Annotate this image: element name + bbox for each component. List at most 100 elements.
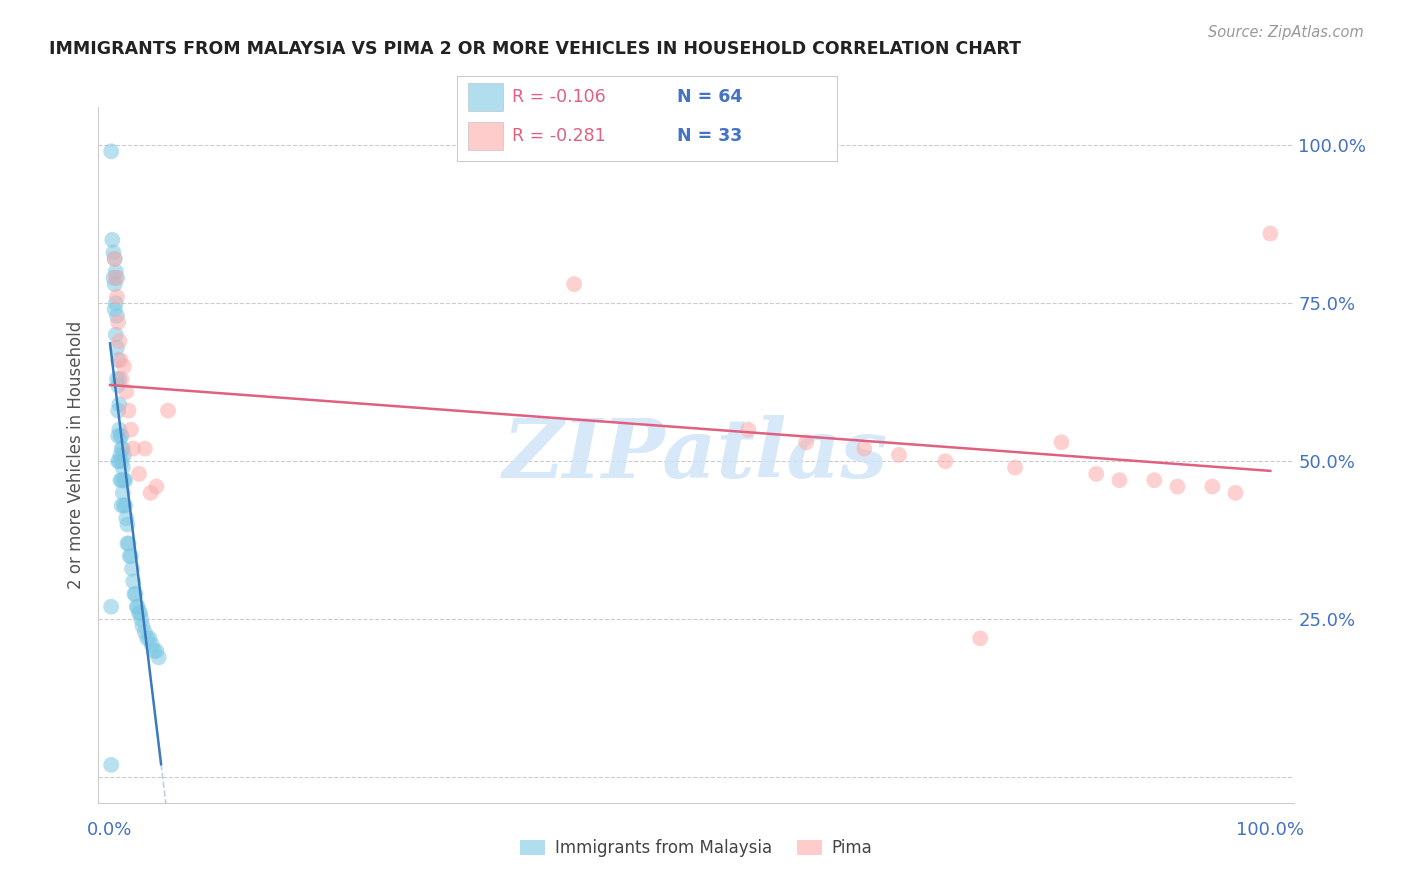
Point	[105, 270, 128, 285]
Point	[1108, 473, 1130, 487]
Text: R = -0.281: R = -0.281	[512, 128, 606, 145]
Point	[103, 245, 125, 260]
Point	[112, 359, 135, 374]
Point	[104, 277, 127, 292]
Point	[108, 454, 131, 468]
Point	[114, 473, 136, 487]
Point	[138, 632, 160, 646]
Point	[111, 442, 134, 456]
Point	[112, 448, 135, 462]
Point	[111, 429, 134, 443]
Point	[100, 757, 122, 772]
Point	[1085, 467, 1108, 481]
Point	[141, 638, 163, 652]
Point	[1201, 479, 1223, 493]
Text: IMMIGRANTS FROM MALAYSIA VS PIMA 2 OR MORE VEHICLES IN HOUSEHOLD CORRELATION CHA: IMMIGRANTS FROM MALAYSIA VS PIMA 2 OR MO…	[49, 40, 1021, 58]
Point	[794, 435, 817, 450]
Point	[124, 587, 146, 601]
Point	[737, 423, 759, 437]
Point	[105, 309, 128, 323]
Point	[134, 625, 156, 640]
Point	[104, 252, 127, 266]
Point	[101, 233, 124, 247]
Point	[120, 549, 142, 563]
Point	[112, 499, 135, 513]
Text: 0.0%: 0.0%	[87, 821, 132, 838]
Point	[111, 442, 134, 456]
Point	[1143, 473, 1166, 487]
Point	[104, 296, 127, 310]
Y-axis label: 2 or more Vehicles in Household: 2 or more Vehicles in Household	[67, 321, 86, 589]
Bar	[468, 122, 502, 151]
Point	[107, 403, 129, 417]
Point	[111, 372, 134, 386]
Point	[107, 353, 129, 368]
Point	[143, 644, 166, 658]
Point	[117, 536, 139, 550]
Text: Source: ZipAtlas.com: Source: ZipAtlas.com	[1208, 25, 1364, 40]
Point	[112, 473, 135, 487]
Point	[125, 599, 148, 614]
Point	[139, 486, 162, 500]
Point	[131, 618, 153, 632]
Point	[122, 442, 145, 456]
Point	[104, 252, 127, 266]
Point	[100, 145, 122, 159]
Point	[107, 454, 129, 468]
Point	[134, 442, 156, 456]
Point	[128, 467, 150, 481]
Point	[136, 632, 159, 646]
Point	[107, 429, 129, 443]
Point	[111, 486, 134, 500]
Point	[108, 423, 131, 437]
Point	[105, 340, 128, 354]
Point	[145, 644, 167, 658]
Text: 100.0%: 100.0%	[1236, 821, 1305, 838]
Point	[853, 442, 876, 456]
Point	[108, 334, 131, 348]
Point	[1050, 435, 1073, 450]
Point	[111, 499, 134, 513]
Point	[969, 632, 991, 646]
Point	[120, 423, 142, 437]
Point	[104, 327, 127, 342]
Point	[100, 599, 122, 614]
Point	[110, 429, 132, 443]
Point	[124, 587, 146, 601]
Point	[117, 536, 139, 550]
Point	[129, 606, 152, 620]
Point	[1004, 460, 1026, 475]
Text: N = 33: N = 33	[678, 128, 742, 145]
Point	[115, 384, 138, 399]
Point	[111, 460, 134, 475]
Point	[128, 606, 150, 620]
Point	[105, 372, 128, 386]
Point	[107, 378, 129, 392]
Point	[108, 372, 131, 386]
Point	[110, 448, 132, 462]
Point	[148, 650, 170, 665]
Point	[114, 499, 136, 513]
Point	[103, 270, 125, 285]
Point	[117, 517, 139, 532]
Point	[104, 264, 127, 278]
Point	[118, 549, 141, 563]
Point	[127, 599, 149, 614]
Point	[934, 454, 956, 468]
Point	[121, 562, 143, 576]
Point	[104, 270, 127, 285]
Point	[117, 403, 139, 417]
Text: R = -0.106: R = -0.106	[512, 88, 606, 106]
Point	[110, 353, 132, 368]
Point	[122, 574, 145, 589]
Point	[131, 612, 153, 626]
Point	[1258, 227, 1281, 241]
Point	[105, 290, 128, 304]
Point	[887, 448, 910, 462]
Point	[111, 473, 134, 487]
Point	[157, 403, 180, 417]
Point	[107, 315, 129, 329]
Point	[108, 397, 131, 411]
Point	[110, 473, 132, 487]
Point	[104, 302, 127, 317]
